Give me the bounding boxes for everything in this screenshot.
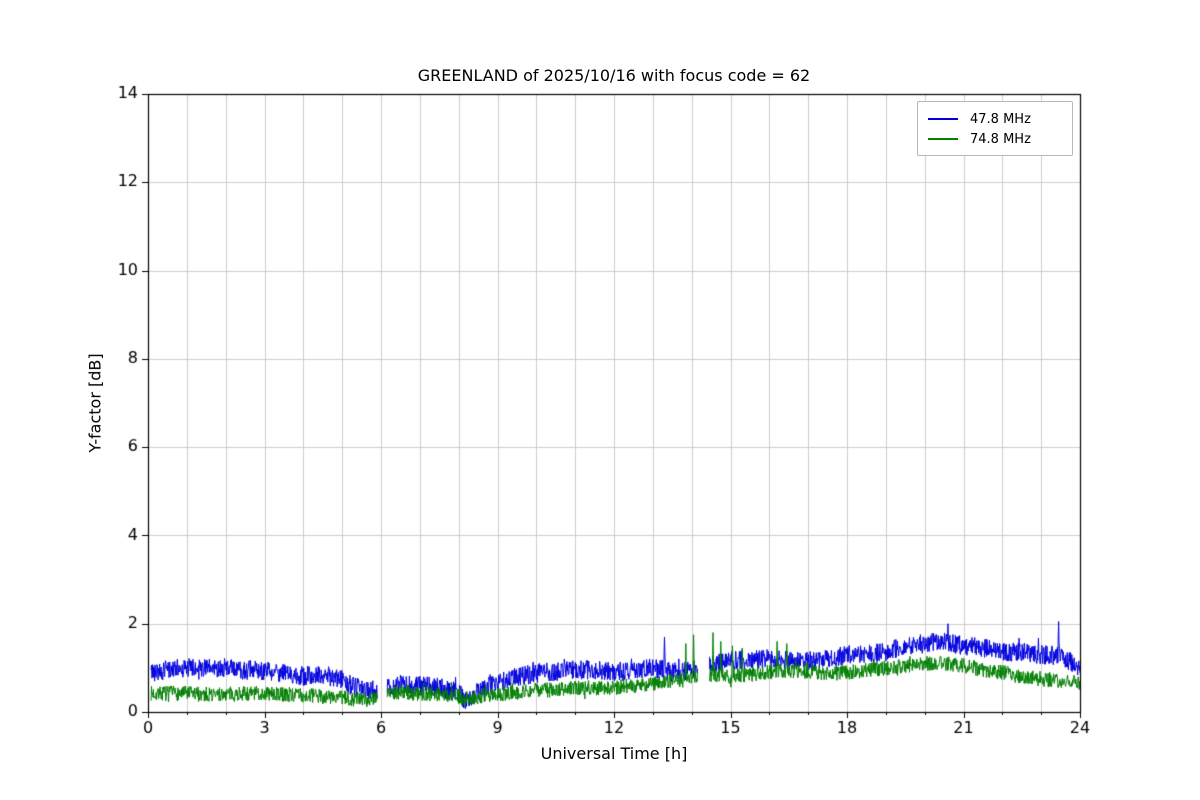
x-axis-label: Universal Time [h] [540, 744, 688, 763]
y-axis-label: Y-factor [dB] [85, 353, 105, 453]
legend-line-icon [928, 118, 958, 120]
legend: 47.8 MHz 74.8 MHz [917, 101, 1073, 156]
legend-label: 74.8 MHz [970, 131, 1031, 147]
legend-entry: 74.8 MHz [928, 129, 1062, 149]
legend-line-icon [928, 138, 958, 140]
legend-entry: 47.8 MHz [928, 109, 1062, 129]
chart-title: GREENLAND of 2025/10/16 with focus code … [417, 66, 811, 85]
legend-label: 47.8 MHz [970, 111, 1031, 127]
